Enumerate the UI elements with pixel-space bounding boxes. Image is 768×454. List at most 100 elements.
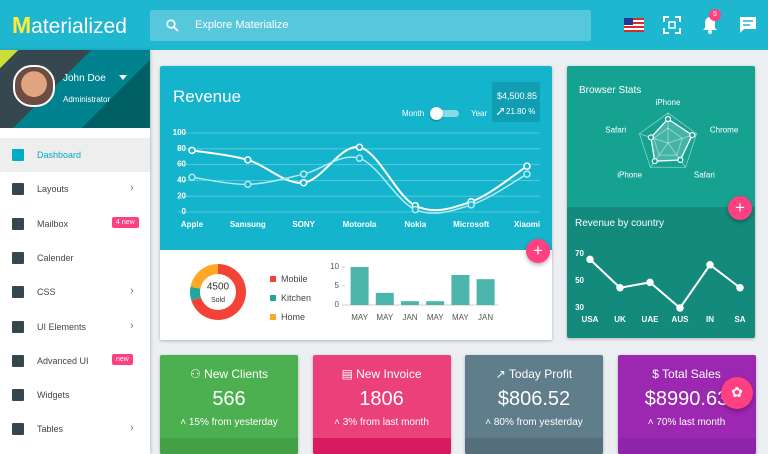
menu-item[interactable]: Advanced UI new	[0, 344, 150, 378]
stat-icon: $	[652, 367, 663, 381]
top-bar: Materialized Explore Materialize 5	[0, 0, 768, 50]
stat-strip	[312, 438, 451, 454]
up-arrow: ˄	[334, 417, 343, 428]
card-title: Revenue	[173, 87, 242, 106]
menu-item[interactable]: CSS ›	[0, 275, 150, 309]
stat-value: $806.52	[497, 388, 571, 410]
flag-icon[interactable]	[624, 18, 644, 32]
floating-action-button[interactable]: ✿	[721, 377, 753, 409]
menu-icon	[12, 423, 24, 436]
menu-item[interactable]: UI Elements ›	[0, 310, 150, 344]
menu-icon	[12, 251, 24, 264]
legend-label: Mobile	[281, 274, 308, 284]
legend-swatch	[270, 276, 276, 282]
total-box: $4,500.85 21.80 %	[492, 82, 540, 122]
stat-strip	[617, 438, 756, 454]
stat-icon: ↗	[495, 367, 509, 381]
dropdown-arrow[interactable]	[119, 75, 127, 81]
stat-title-row: ↗ Today Profit	[465, 367, 603, 381]
search-placeholder: Explore Materialize	[195, 19, 289, 31]
menu-badge: new	[112, 353, 133, 365]
logo-initial: M	[12, 12, 32, 38]
stat-icon: ▤	[341, 367, 357, 381]
menu-icon	[12, 217, 24, 230]
toggle-switch[interactable]	[430, 107, 459, 120]
stat-change: 15% from yesterday	[188, 417, 278, 428]
total-change: 21.80 %	[506, 107, 536, 116]
toggle-knob	[430, 107, 443, 120]
notification-badge: 5	[709, 9, 721, 21]
menu-label: Widgets	[37, 390, 70, 401]
stat-change-row: ˄ 70% last month	[618, 417, 756, 428]
stat-change-row: ˄ 80% from yesterday	[465, 417, 603, 428]
stat-card[interactable]: ↗ Today Profit $806.52 ˄ 80% from yesterda…	[465, 355, 603, 454]
submenu-arrow: ›	[130, 182, 134, 195]
menu-item[interactable]: Layouts ›	[0, 172, 150, 206]
user-role: Administrator	[63, 95, 111, 104]
stat-title: New Invoice	[356, 367, 422, 381]
legend-item: Kitchen	[270, 293, 311, 303]
stat-change-row: ˄ 15% from yesterday	[160, 417, 298, 428]
sidebar: John Doe Administrator Dashboard Layouts ›…	[0, 50, 150, 454]
menu-label: Calender	[37, 252, 74, 263]
legend-item: Mobile	[270, 274, 308, 284]
legend-swatch	[270, 314, 276, 320]
add-button[interactable]: +	[526, 239, 550, 263]
trend-icon	[497, 108, 504, 115]
stat-title: Total Sales	[662, 367, 721, 381]
chat-icon[interactable]	[739, 16, 757, 34]
stat-change: 80% from yesterday	[493, 417, 583, 428]
menu-label: UI Elements	[37, 321, 87, 332]
stat-icon: ⚇	[189, 367, 205, 381]
menu-item[interactable]: Mailbox 4 new	[0, 207, 150, 241]
stat-value: 566	[212, 388, 246, 410]
up-arrow: ˄	[180, 417, 189, 428]
menu-label: CSS	[37, 287, 56, 298]
legend-item: Home	[270, 312, 305, 322]
stat-card[interactable]: ▤ New Invoice 1806 ˄ 3% from last month	[312, 355, 451, 454]
stat-title-row: ▤ New Invoice	[313, 367, 451, 381]
revenue-card: Revenue Month Year $4,500.85 21.80 % Mob…	[160, 66, 552, 340]
legend-swatch	[270, 295, 276, 301]
submenu-arrow: ›	[130, 285, 134, 298]
add-button[interactable]: +	[728, 196, 752, 220]
menu-label: Layouts	[37, 184, 69, 195]
submenu-arrow: ›	[130, 319, 134, 332]
menu-item[interactable]: Widgets	[0, 378, 150, 412]
avatar[interactable]	[13, 65, 55, 107]
legend-label: Home	[281, 312, 306, 322]
stat-card[interactable]: ⚇ New Clients 566 ˄ 15% from yesterday	[160, 355, 298, 454]
menu-icon	[12, 149, 24, 161]
stat-title-row: ⚇ New Clients	[160, 367, 298, 381]
legend-label: Kitchen	[281, 293, 312, 303]
card-title: Revenue by country	[575, 218, 664, 229]
menu-item[interactable]: Tables ›	[0, 412, 150, 446]
up-arrow: ˄	[485, 417, 494, 428]
stat-title-row: $ Total Sales	[618, 367, 756, 381]
stat-strip	[465, 438, 603, 454]
menu-label: Dashboard	[37, 150, 82, 160]
menu-icon	[12, 286, 24, 299]
user-profile: John Doe Administrator	[0, 50, 150, 128]
stat-title: Today Profit	[508, 367, 573, 381]
logo-text: aterialized	[31, 15, 127, 38]
search-icon	[166, 19, 179, 32]
stat-strip	[160, 438, 298, 454]
menu-icon	[12, 389, 24, 402]
fullscreen-icon[interactable]	[663, 16, 681, 34]
menu-label: Tables	[37, 424, 64, 435]
toggle-label: Year	[471, 109, 488, 118]
menu-item[interactable]: Calender	[0, 241, 150, 275]
menu-badge: 4 new	[112, 216, 139, 228]
user-name[interactable]: John Doe	[63, 73, 106, 84]
menu-item[interactable]: Dashboard	[0, 138, 150, 172]
menu-label: Advanced UI	[37, 355, 89, 366]
stat-title: New Clients	[204, 367, 269, 381]
search-box[interactable]: Explore Materialize	[150, 10, 591, 41]
stat-value: $8990.63	[644, 388, 729, 410]
browser-country-card: Browser Stats Revenue by country	[567, 66, 755, 338]
logo[interactable]: Materialized	[12, 12, 127, 39]
menu-icon	[12, 320, 24, 333]
stat-change-row: ˄ 3% from last month	[313, 417, 451, 428]
